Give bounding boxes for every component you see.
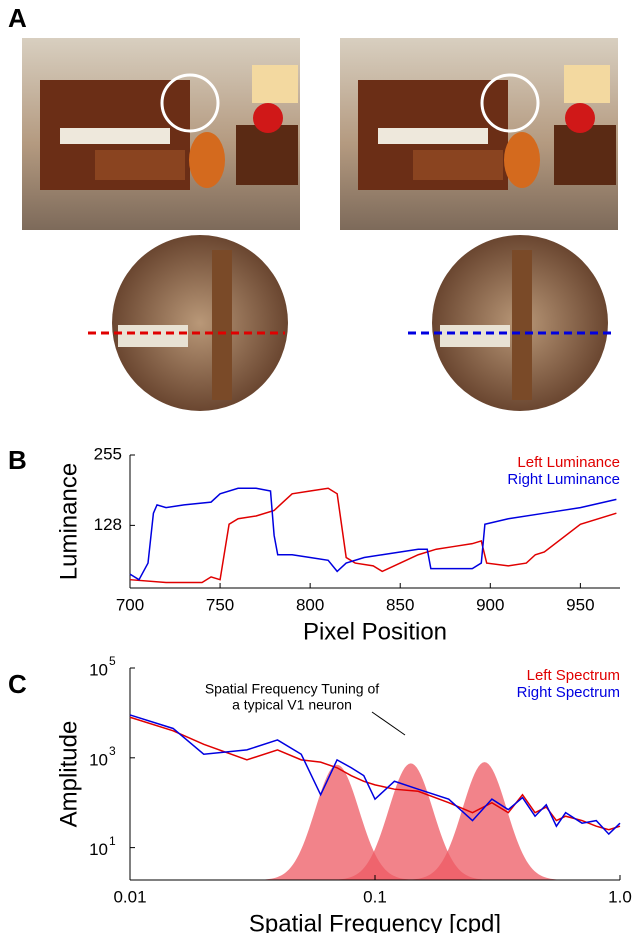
x-axis-label: Pixel Position (303, 618, 447, 645)
x-tick-label: 1.0 (608, 887, 632, 906)
y-tick-label: 255 (94, 444, 122, 463)
y-tick-label: 10 (89, 840, 108, 859)
data-line (130, 715, 620, 834)
y-tick-label: 10 (89, 660, 108, 679)
legend-label: Left Luminance (517, 454, 620, 471)
x-tick-label: 700 (116, 595, 144, 614)
photo-left (22, 38, 300, 230)
x-tick-label: 750 (206, 595, 234, 614)
annotation-arrow (372, 712, 405, 735)
x-tick-label: 950 (566, 595, 594, 614)
x-axis-label: Spatial Frequency [cpd] (249, 910, 501, 933)
x-tick-label: 800 (296, 595, 324, 614)
y-tick-label: 128 (94, 515, 122, 534)
zoom-right (408, 235, 612, 411)
legend-label: Right Spectrum (517, 684, 620, 701)
y-tick-exponent: 5 (109, 654, 116, 668)
x-tick-label: 0.01 (113, 887, 146, 906)
y-tick-exponent: 1 (109, 834, 116, 848)
y-tick-label: 10 (89, 750, 108, 769)
y-tick-exponent: 3 (109, 744, 116, 758)
panel-label: A (8, 3, 27, 33)
y-axis-label: Amplitude (55, 721, 82, 828)
y-axis-label: Luminance (55, 463, 82, 580)
page: { "panel_a": {"label": "A"}, "chart_data… (0, 0, 639, 933)
figure: A B 700 750 800 850 900 950 128 255 Pixel Positio… (0, 0, 639, 933)
panel-label: C (8, 669, 27, 699)
data-line (130, 717, 620, 829)
panel-label: B (8, 445, 27, 475)
zoom-left (88, 235, 288, 411)
legend-label: Left Spectrum (527, 667, 620, 684)
photo-right (340, 38, 618, 230)
annotation: Spatial Frequency Tuning of (205, 681, 379, 697)
x-tick-label: 0.1 (363, 887, 387, 906)
x-tick-label: 850 (386, 595, 414, 614)
x-tick-label: 900 (476, 595, 504, 614)
annotation: a typical V1 neuron (232, 697, 352, 713)
legend-label: Right Luminance (507, 471, 620, 488)
